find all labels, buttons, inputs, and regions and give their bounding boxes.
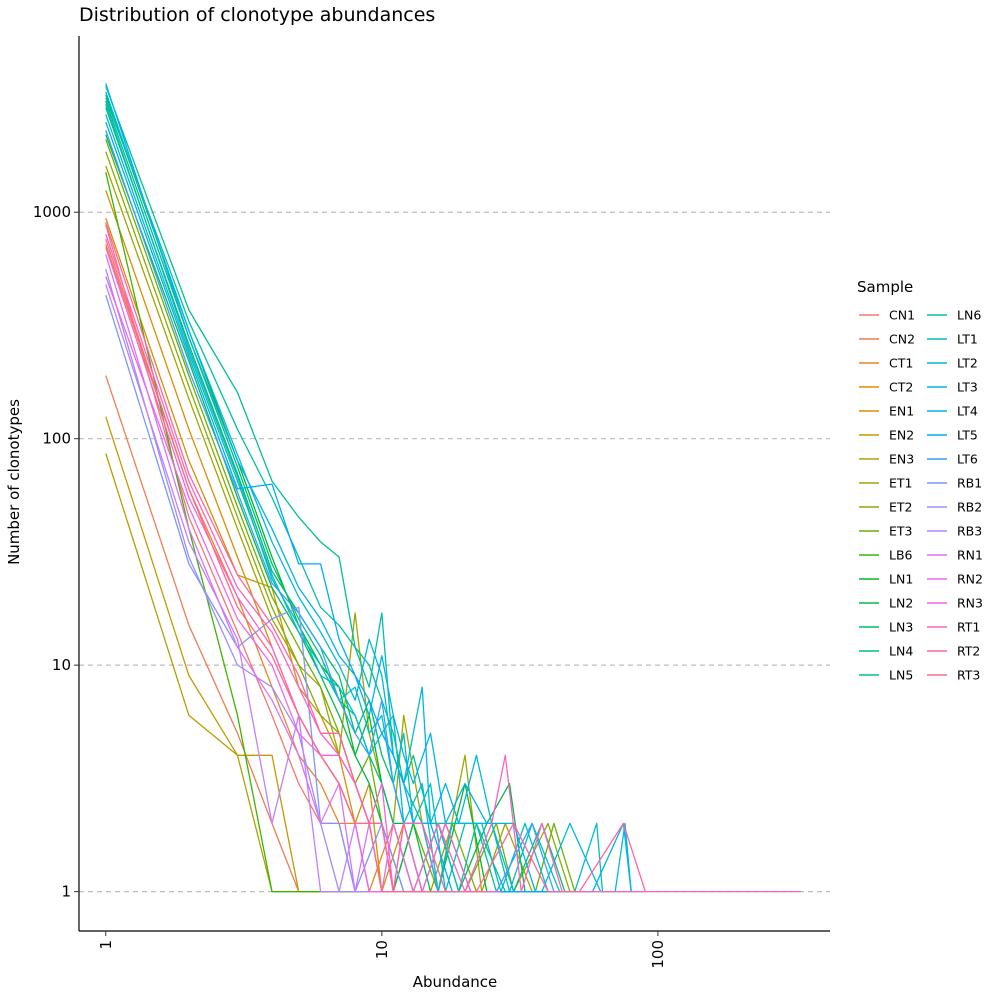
series-line-rb2 (105, 269, 394, 893)
legend-label-ln6: LN6 (957, 308, 981, 323)
legend-label-lt5: LT5 (957, 428, 978, 443)
series-line-ln3 (105, 107, 514, 893)
series-line-rt1 (105, 233, 802, 893)
legend-label-ln3: LN3 (889, 620, 913, 635)
legend-label-ln5: LN5 (889, 668, 913, 683)
legend-label-lb6: LB6 (889, 548, 913, 563)
y-tick-label-1: 1 (61, 883, 71, 901)
series-line-lt6 (105, 130, 646, 893)
series-line-ln2 (105, 134, 563, 893)
y-tick-label-10: 10 (52, 656, 71, 674)
series-line-rt2 (105, 222, 646, 893)
axes: 1 10 100 1000 1 10 100 (33, 36, 830, 969)
series-line-rt3 (105, 238, 487, 893)
x-tick-label-100: 100 (649, 940, 667, 969)
chart-title: Distribution of clonotype abundances (79, 4, 436, 26)
series-line-lt2 (105, 103, 604, 893)
series-line-ct2 (105, 190, 465, 893)
series-line-lt4 (105, 83, 632, 893)
legend-label-rt1: RT1 (957, 620, 980, 635)
legend-label-lt6: LT6 (957, 452, 978, 467)
legend: CN1 CN2 CT1 CT2 EN1 EN2 EN3 ET1 ET2 ET3 LB6 LN1 LN2 L… (859, 308, 983, 683)
x-tick-label-1: 1 (97, 940, 115, 950)
legend-label-rb2: RB2 (957, 500, 982, 515)
series-line-et3 (105, 139, 576, 893)
series-line-ln5 (105, 85, 554, 893)
series-line-rn1 (105, 254, 423, 893)
y-tick-label-100: 100 (42, 430, 71, 448)
x-tick-label-10: 10 (373, 940, 391, 959)
legend-label-ln1: LN1 (889, 572, 913, 587)
series-lines (105, 83, 802, 893)
legend-label-et1: ET1 (889, 476, 913, 491)
series-line-rb1 (105, 295, 405, 893)
legend-label-rn2: RN2 (957, 572, 983, 587)
legend-label-rt3: RT3 (957, 668, 980, 683)
series-line-ln6 (105, 97, 536, 893)
legend-label-ln2: LN2 (889, 596, 913, 611)
legend-label-lt2: LT2 (957, 356, 978, 371)
legend-label-cn2: CN2 (889, 332, 915, 347)
legend-label-et2: ET2 (889, 500, 913, 515)
legend-label-rt2: RT2 (957, 644, 980, 659)
series-line-et1 (105, 165, 563, 893)
legend-title: Sample (857, 278, 914, 296)
legend-label-cn1: CN1 (889, 308, 915, 323)
legend-label-lt1: LT1 (957, 332, 978, 347)
y-axis-label: Number of clonotypes (5, 399, 23, 565)
x-axis-label: Abundance (412, 973, 498, 991)
y-tick-label-1000: 1000 (33, 203, 71, 221)
legend-label-en1: EN1 (889, 404, 914, 419)
legend-label-ct2: CT2 (889, 380, 913, 395)
legend-label-en3: EN3 (889, 452, 914, 467)
series-line-lt3 (105, 91, 632, 893)
legend-label-rn3: RN3 (957, 596, 983, 611)
legend-label-rn1: RN1 (957, 548, 983, 563)
legend-label-ln4: LN4 (889, 644, 913, 659)
legend-label-rb1: RB1 (957, 476, 982, 491)
series-line-en3 (105, 453, 356, 893)
legend-label-en2: EN2 (889, 428, 914, 443)
legend-label-lt4: LT4 (957, 404, 978, 419)
legend-label-lt3: LT3 (957, 380, 978, 395)
legend-label-ct1: CT1 (889, 356, 913, 371)
legend-label-et3: ET3 (889, 524, 913, 539)
legend-label-rb3: RB3 (957, 524, 982, 539)
